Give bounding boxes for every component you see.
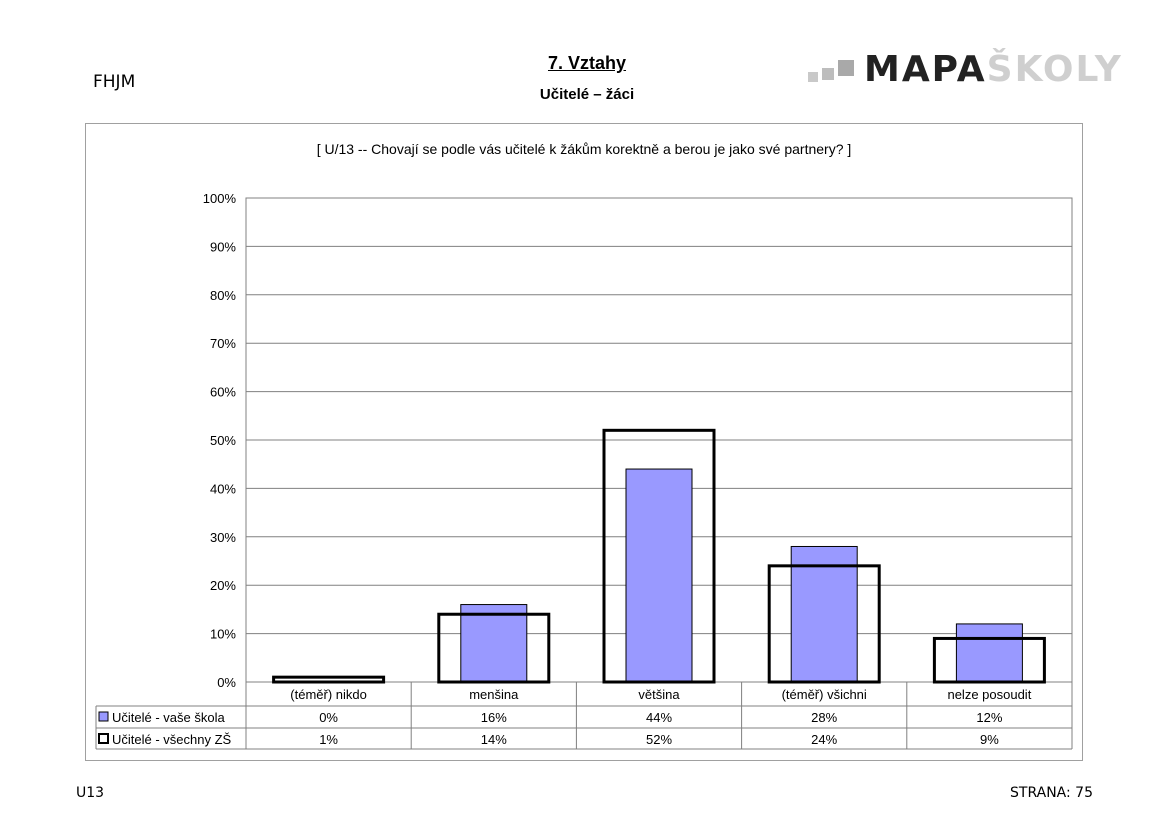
y-tick-label: 50%: [210, 433, 236, 448]
bar-vsechny-zs: [602, 428, 716, 684]
bar-vsechny-zs: [767, 564, 881, 684]
bar-vase-skola: [955, 623, 1023, 683]
legend-label: Učitelé - všechny ZŠ: [112, 732, 232, 747]
bar-vase-skola: [790, 545, 858, 683]
x-tick-label: (téměř) všichni: [782, 687, 867, 702]
x-tick-label: menšina: [469, 687, 519, 702]
bar-vsechny-zs: [437, 612, 551, 684]
mapa-skoly-logo: MAPAŠKOLY: [808, 50, 1121, 90]
y-tick-label: 20%: [210, 578, 236, 593]
y-tick-label: 100%: [203, 191, 237, 206]
data-label: 16%: [481, 710, 507, 725]
data-label: 14%: [481, 732, 507, 747]
bar-vase-skola: [460, 604, 528, 683]
bar-vsechny-zs: [272, 675, 386, 684]
legend-label: Učitelé - vaše škola: [112, 710, 225, 725]
chart-frame: [85, 123, 1083, 761]
data-label: 44%: [646, 710, 672, 725]
x-tick-label: nelze posoudit: [947, 687, 1031, 702]
data-label: 52%: [646, 732, 672, 747]
data-label: 1%: [319, 732, 338, 747]
y-tick-label: 30%: [210, 530, 236, 545]
y-tick-label: 70%: [210, 336, 236, 351]
y-tick-label: 0%: [217, 675, 236, 690]
y-tick-label: 60%: [210, 385, 236, 400]
data-label: 24%: [811, 732, 837, 747]
y-tick-label: 90%: [210, 239, 236, 254]
y-tick-label: 10%: [210, 627, 236, 642]
bar-vase-skola: [625, 468, 693, 683]
page-subtitle: Učitelé – žáci: [539, 86, 635, 103]
page-number: STRANA: 75: [1010, 785, 1093, 801]
data-label: 0%: [319, 710, 338, 725]
footer-code: U13: [76, 785, 105, 801]
page-title: 7. Vztahy: [547, 53, 627, 73]
bar-vsechny-zs: [932, 636, 1046, 684]
data-label: 28%: [811, 710, 837, 725]
y-tick-label: 40%: [210, 481, 236, 496]
x-tick-label: většina: [638, 687, 680, 702]
school-code: FHJM: [93, 72, 136, 92]
chart-title: [ U/13 -- Chovají se podle vás učitelé k…: [316, 141, 852, 157]
data-label: 12%: [976, 710, 1002, 725]
data-label: 9%: [980, 732, 999, 747]
legend-swatch-vsechny-zs: [98, 733, 109, 744]
x-tick-label: (téměř) nikdo: [290, 687, 367, 702]
y-tick-label: 80%: [210, 288, 236, 303]
legend-swatch-vase-skola: [98, 711, 109, 722]
